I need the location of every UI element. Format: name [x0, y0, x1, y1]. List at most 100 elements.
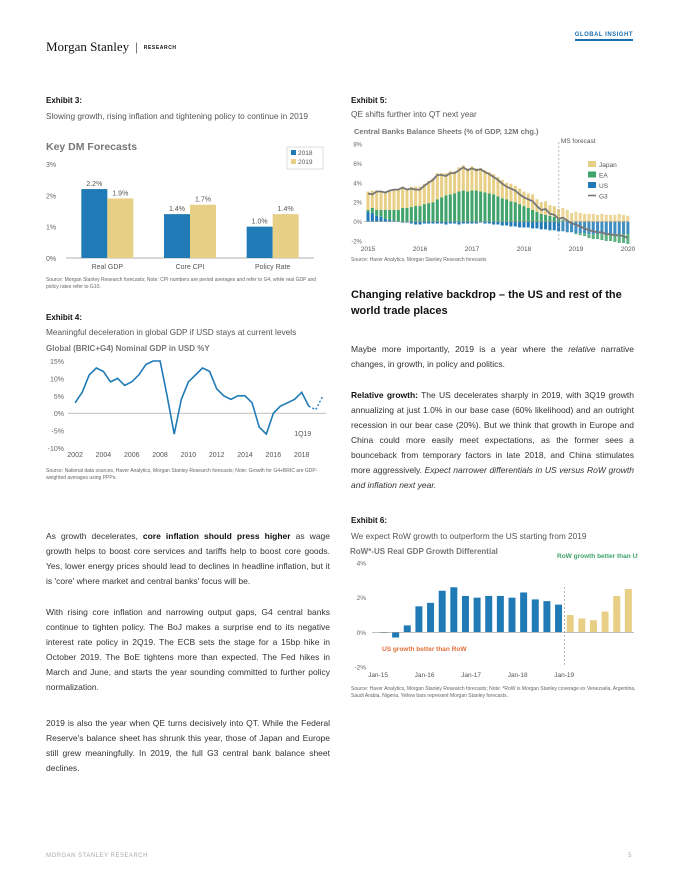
bar-EA [414, 206, 418, 222]
bar-Japan [375, 190, 379, 210]
paragraph-relative-growth: Relative growth: The US decelerates shar… [351, 388, 634, 493]
x-tick-label: 2019 [569, 246, 584, 253]
text-run: narrative changes, in growth, in policy … [351, 344, 635, 369]
y-tick-label: 1% [46, 225, 56, 232]
text-run: Maybe more importantly, 2019 is a year w… [351, 344, 569, 354]
bar-Japan [561, 208, 565, 220]
paragraph-qt: 2019 is also the year when QE turns deci… [46, 718, 330, 773]
bar-Japan [505, 182, 509, 200]
bar-EA [604, 234, 608, 241]
bar-US [414, 221, 418, 225]
bar-2018 [246, 226, 273, 258]
bar-US [453, 221, 457, 224]
data-label: 1.7% [195, 197, 211, 204]
bar-Japan [609, 214, 613, 222]
bar-US [570, 221, 574, 233]
bar-US [474, 221, 478, 224]
exhibit-6-label: Exhibit 6: [351, 516, 388, 525]
bar-Japan [431, 177, 435, 203]
bar-differential [601, 611, 609, 633]
series-line-G3 [367, 166, 629, 239]
bar-Japan [383, 192, 387, 210]
bold-phrase: core inflation should press higher [142, 531, 291, 541]
exhibit-6-chart: RoW*-US Real GDP Growth Differential 4% 2… [350, 547, 638, 679]
paragraph-core-inflation: As growth decelerates, core inflation sh… [46, 529, 330, 589]
bar-Japan [548, 205, 552, 216]
exhibit-4-chart: Global (BRIC+G4) Nominal GDP in USD %Y 1… [46, 344, 326, 459]
x-tick-label: 2014 [237, 452, 253, 459]
y-tick-label: 0% [46, 256, 56, 263]
bar-2018 [81, 189, 108, 258]
exhibit-5-chart: Central Banks Balance Sheets (% of GDP, … [351, 127, 635, 253]
text-run: The US decelerates sharply in 2019, with… [351, 390, 634, 475]
bar-US [392, 220, 396, 222]
bar-EA [600, 234, 604, 241]
bar-Japan [479, 168, 483, 192]
bar-US [531, 221, 535, 229]
bar-differential [508, 597, 516, 633]
bar-Japan [522, 191, 526, 207]
bar-differential [624, 589, 632, 633]
bar-Japan [591, 213, 595, 222]
emphasis: Expect narrower differentials in US vers… [351, 465, 634, 490]
x-tick-label: 2018 [294, 452, 310, 459]
x-tick-label: Core CPI [176, 264, 205, 271]
bar-Japan [457, 167, 461, 192]
annotation-up: RoW growth better than US [557, 553, 638, 560]
bar-Japan [427, 180, 431, 204]
y-tick-label: 4% [357, 561, 367, 568]
y-tick-label: 6% [353, 162, 362, 168]
bar-EA [431, 202, 435, 222]
bar-US [505, 221, 509, 226]
bar-differential [461, 595, 469, 633]
exhibit-5-source: Source: Haver Analytics, Morgan Stanley … [351, 257, 487, 263]
bar-US [496, 221, 500, 225]
bar-US [518, 221, 522, 228]
bar-EA [591, 234, 595, 240]
x-tick-label: 2012 [209, 452, 225, 459]
bar-EA [617, 234, 621, 243]
bar-EA [487, 193, 491, 222]
bar-Japan [435, 173, 439, 200]
bar-Japan [552, 206, 556, 217]
bar-US [522, 221, 526, 228]
bar-differential [403, 625, 411, 633]
bar-Japan [405, 188, 409, 209]
data-label: 1.9% [112, 190, 128, 197]
bar-differential [450, 587, 458, 633]
x-tick-label: Jan-16 [415, 672, 435, 679]
exhibit-5-label: Exhibit 5: [351, 96, 388, 105]
bar-Japan [366, 191, 370, 210]
bar-US [596, 221, 600, 235]
bar-EA [548, 215, 552, 222]
bar-Japan [496, 176, 500, 197]
y-tick-label: 8% [353, 143, 362, 149]
bar-US [626, 221, 630, 235]
bar-Japan [414, 186, 418, 207]
bar-EA [388, 209, 392, 220]
bar-Japan [587, 213, 591, 222]
x-tick-label: 2017 [465, 246, 480, 253]
bar-EA [401, 208, 405, 222]
bar-differential [543, 601, 551, 633]
x-tick-label: Jan-17 [461, 672, 481, 679]
bar-US [383, 218, 387, 222]
emphasis: relative [568, 344, 596, 354]
bar-US [466, 221, 470, 224]
exhibit-6-subtitle: We expect RoW growth to outperform the U… [351, 531, 587, 541]
bar-US [366, 211, 370, 222]
bar-US [418, 221, 422, 225]
x-tick-label: Policy Rate [255, 264, 291, 271]
y-tick-label: -2% [354, 665, 366, 672]
bar-EA [448, 194, 452, 222]
exhibit-3-source: Source: Morgan Stanley Research forecast… [46, 277, 317, 290]
bar-2019 [107, 198, 134, 258]
bar-EA [453, 193, 457, 222]
bar-EA [379, 209, 383, 217]
legend-label: US [599, 183, 609, 190]
bar-differential [473, 597, 481, 633]
bar-EA [461, 190, 465, 222]
bar-differential [438, 590, 446, 633]
brand-logo: Morgan Stanley | RESEARCH [46, 39, 177, 55]
bar-Japan [379, 191, 383, 210]
